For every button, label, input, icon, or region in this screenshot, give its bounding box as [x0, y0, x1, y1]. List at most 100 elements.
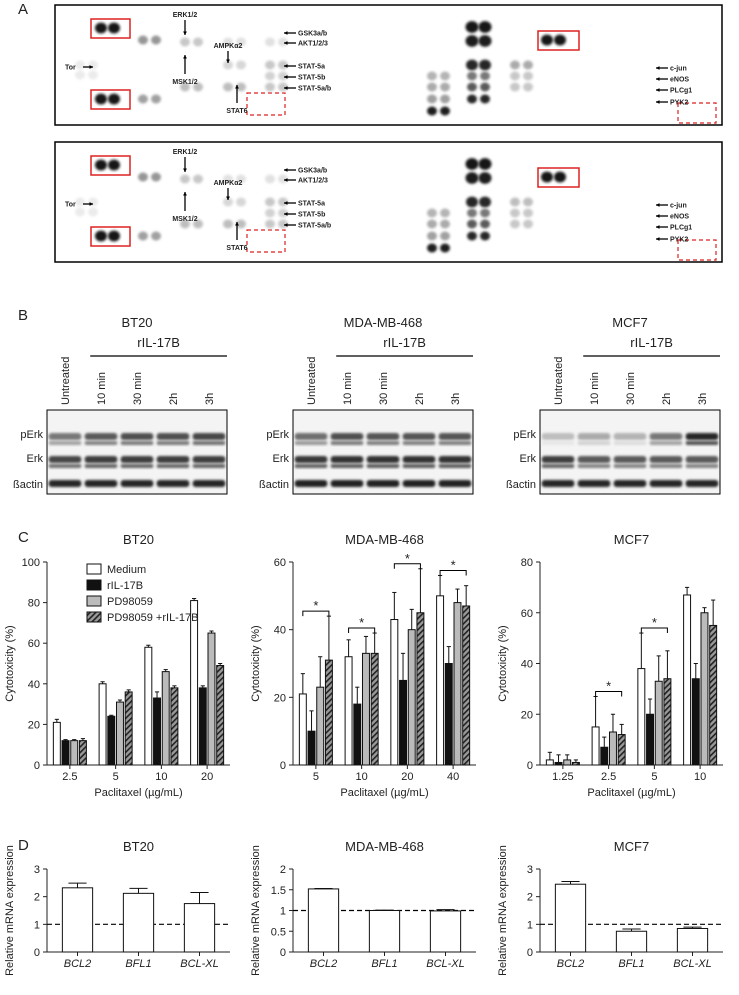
significance-star: * [451, 558, 456, 573]
array-spot [510, 208, 520, 218]
array-spot [278, 60, 288, 70]
x-tick-label: 10 [694, 771, 706, 783]
array-spot [467, 219, 477, 229]
bar [390, 619, 399, 766]
row-label: ßactin [13, 479, 43, 491]
lane-label: 3h [204, 393, 216, 405]
lane-label: 10 min [589, 372, 601, 405]
array-spot [265, 197, 275, 207]
array-spot [236, 197, 246, 207]
y-tick-label: 0 [527, 760, 533, 772]
array-label: AKT1/2/3 [298, 178, 328, 185]
x-tick-label: 2.5 [601, 771, 616, 783]
array-spot [278, 197, 288, 207]
array-spot [440, 82, 450, 92]
array-spot [478, 21, 492, 33]
legend-label: rIL-17B [107, 580, 143, 592]
band [438, 456, 472, 463]
array-spot [151, 94, 161, 104]
band [48, 433, 82, 440]
row-label: pErk [513, 429, 536, 441]
band [402, 441, 436, 445]
band [84, 480, 118, 487]
significance-star: * [313, 598, 318, 613]
bar [368, 910, 401, 953]
red-dashed-box [246, 92, 286, 116]
array-spot [465, 35, 479, 47]
significance-bracket [439, 570, 467, 576]
array-spot [440, 106, 450, 116]
bar [370, 652, 379, 766]
band [48, 456, 82, 463]
band [192, 464, 226, 468]
band [541, 433, 575, 440]
bar [429, 910, 462, 953]
band [366, 456, 400, 463]
band [613, 433, 647, 440]
array-spot [193, 219, 203, 229]
array-label: PLCg1 [670, 88, 692, 95]
array-spot [223, 197, 233, 207]
array-box [54, 141, 723, 263]
y-tick-label: 20 [521, 709, 533, 721]
bar [144, 646, 153, 766]
y-tick-label: 3 [34, 864, 40, 876]
legend-swatch [86, 563, 102, 575]
array-spot [151, 35, 161, 45]
arrow-head [284, 41, 288, 45]
red-box [537, 30, 580, 51]
x-tick-label: BCL-XL [180, 958, 219, 970]
y-tick-label: 100 [22, 557, 40, 569]
array-spot [75, 60, 85, 70]
legend-swatch [86, 611, 102, 623]
blot-title: BT20 [121, 315, 152, 330]
arrow-head [226, 196, 230, 200]
array-spot [108, 93, 120, 105]
band [330, 464, 364, 468]
band [402, 464, 436, 468]
array-label: GSK3a/b [298, 31, 327, 38]
array-spot [523, 197, 533, 207]
panel-label: D [18, 837, 29, 854]
bar [198, 687, 207, 766]
array-spot [236, 60, 246, 70]
significance-bracket [302, 610, 330, 617]
array-spot [427, 82, 437, 92]
array-spot [465, 21, 479, 33]
array-label: Tor [65, 65, 76, 72]
array-spot [427, 94, 437, 104]
array-spot [236, 37, 246, 47]
arrow-head [656, 225, 660, 229]
band [120, 480, 154, 487]
array-spot [541, 34, 553, 46]
array-spot [138, 94, 148, 104]
red-dashed-box [246, 229, 286, 253]
chart-title: BT20 [123, 532, 154, 547]
bar [453, 602, 462, 766]
x-tick-label: 20 [401, 771, 413, 783]
array-spot [75, 207, 85, 217]
band [366, 441, 400, 445]
array-label: STAT-5a/b [298, 86, 331, 93]
array-spot [138, 35, 148, 45]
array-spot [467, 94, 477, 104]
array-label: eNOS [670, 214, 689, 221]
array-spot [523, 60, 533, 70]
array-label: ERK1/2 [173, 149, 198, 156]
row-label: ßactin [259, 479, 289, 491]
array-spot [193, 37, 203, 47]
array-spot [278, 37, 288, 47]
array-spot [510, 82, 520, 92]
band [120, 441, 154, 445]
legend-label: PD98059 [107, 596, 153, 608]
y-tick-label: 2 [280, 864, 286, 876]
band [330, 480, 364, 487]
array-spot [467, 82, 477, 92]
band [294, 456, 328, 463]
bar [170, 687, 179, 766]
band [192, 441, 226, 445]
band [685, 456, 719, 463]
array-spot [223, 219, 233, 229]
array-spot [440, 243, 450, 253]
arrow-head [284, 223, 288, 227]
